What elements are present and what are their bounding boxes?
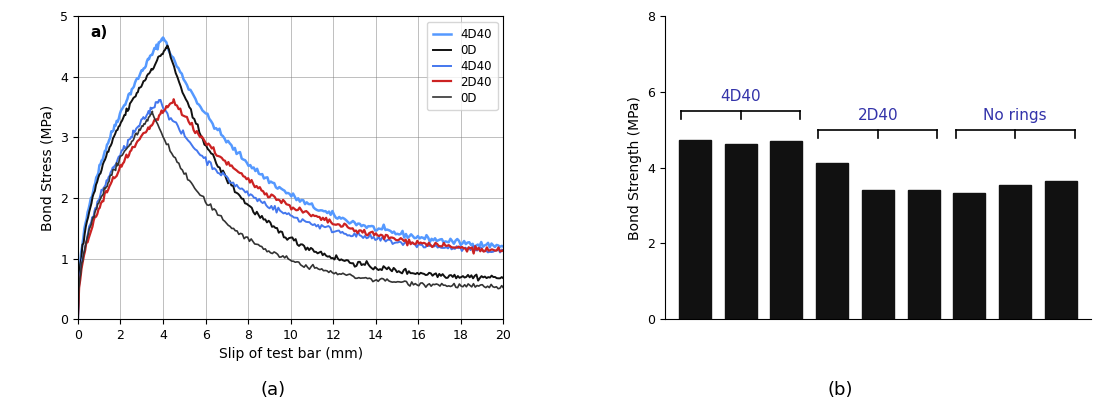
Bar [954, 194, 985, 319]
Bar [999, 185, 1032, 319]
Bar [725, 144, 757, 319]
Y-axis label: Bond Strength (MPa): Bond Strength (MPa) [628, 96, 642, 239]
Text: 4D40: 4D40 [720, 89, 761, 104]
Bar [770, 141, 802, 319]
Bar [861, 190, 894, 319]
Bar [679, 140, 711, 319]
Legend: 4D40, 0D, 4D40, 2D40, 0D: 4D40, 0D, 4D40, 2D40, 0D [427, 22, 498, 111]
Text: a): a) [90, 25, 108, 40]
Text: No rings: No rings [984, 108, 1047, 123]
Text: 2D40: 2D40 [858, 108, 898, 123]
X-axis label: Slip of test bar (mm): Slip of test bar (mm) [218, 348, 363, 361]
Text: (a): (a) [260, 381, 285, 399]
Bar [1045, 181, 1077, 319]
Text: (b): (b) [828, 381, 853, 399]
Bar [816, 163, 848, 319]
Bar [908, 190, 939, 319]
Y-axis label: Bond Stress (MPa): Bond Stress (MPa) [41, 105, 55, 231]
